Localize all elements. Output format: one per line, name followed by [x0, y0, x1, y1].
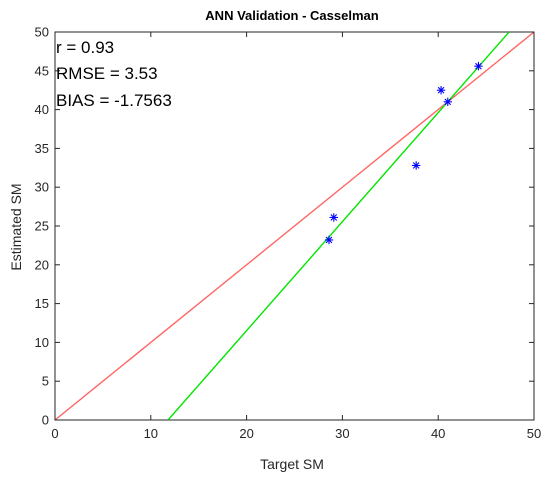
one-to-one-line	[55, 32, 534, 420]
y-tick-label: 35	[35, 141, 49, 156]
data-point-stroke	[412, 162, 420, 169]
x-tick-label: 0	[51, 426, 58, 441]
y-tick-label: 5	[42, 374, 49, 389]
y-tick-label: 45	[35, 63, 49, 78]
stat-r: r = 0.93	[56, 38, 114, 57]
x-axis-label: Target SM	[260, 456, 324, 472]
data-point-stroke	[444, 98, 452, 106]
data-point-stroke	[325, 236, 333, 244]
x-tick-label: 20	[239, 426, 253, 441]
y-axis-label: Estimated SM	[8, 183, 24, 270]
stat-rmse: RMSE = 3.53	[56, 64, 158, 83]
y-tick-label: 50	[35, 25, 49, 40]
data-point	[443, 97, 452, 107]
stat-bias: BIAS = -1.7563	[56, 91, 172, 110]
y-tick-label: 25	[35, 219, 49, 234]
x-tick-label: 10	[144, 426, 158, 441]
y-tick-label: 20	[35, 257, 49, 272]
x-tick-label: 50	[527, 426, 541, 441]
chart-title: ANN Validation - Casselman	[205, 8, 378, 23]
fit-line	[167, 32, 510, 420]
y-tick-label: 10	[35, 335, 49, 350]
x-tick-label: 30	[335, 426, 349, 441]
y-tick-label: 40	[35, 102, 49, 117]
data-point	[329, 213, 338, 222]
plot-area: 0 10 20 30 40 50 0 5 10 15 20 25 30 35 40 45 50	[35, 25, 542, 442]
y-tick-label: 0	[42, 413, 49, 428]
y-tick-label: 15	[35, 296, 49, 311]
data-point-stroke	[475, 62, 482, 70]
data-point-stroke	[330, 214, 338, 221]
data-point-stroke	[437, 86, 445, 94]
x-tick-label: 40	[431, 426, 445, 441]
data-point	[324, 235, 334, 245]
data-point	[436, 86, 446, 95]
data-point	[474, 61, 483, 71]
data-point	[411, 161, 421, 170]
y-tick-label: 30	[35, 180, 49, 195]
